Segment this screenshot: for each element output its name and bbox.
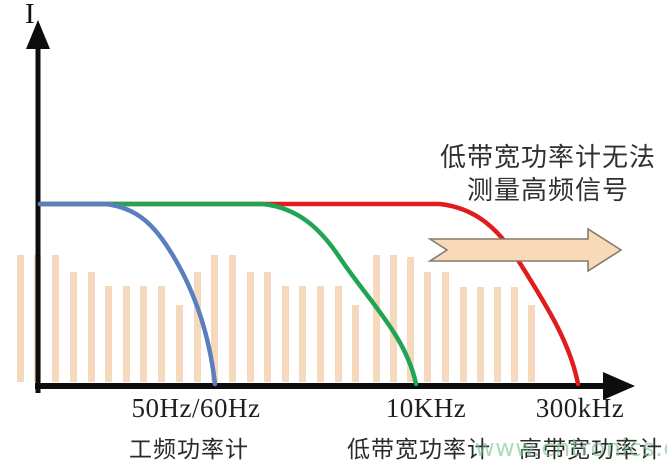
signal-bar [511, 287, 518, 382]
signal-bar [390, 255, 397, 382]
signal-bar [335, 286, 342, 382]
signal-bar [352, 305, 359, 382]
signal-bar [317, 286, 324, 382]
signal-bar [70, 272, 77, 382]
signal-bar [373, 255, 380, 382]
signal-bar [194, 272, 201, 382]
signal-bar [17, 255, 24, 382]
signal-bars [17, 255, 535, 382]
signal-bar [528, 305, 535, 382]
label-high-bandwidth-meter: 高带宽功率计 [519, 437, 663, 462]
signal-bar [442, 272, 449, 382]
signal-bar [158, 286, 165, 382]
annotation-line-1: 低带宽功率计无法 [439, 143, 657, 172]
signal-bar [247, 272, 254, 382]
axes [26, 20, 635, 400]
signal-bar [105, 286, 112, 382]
annotation-line-2: 测量高频信号 [466, 176, 630, 205]
signal-bar [211, 255, 218, 382]
x-tick-50hz-60hz: 50Hz/60Hz [131, 393, 261, 423]
signal-bar [299, 286, 306, 382]
signal-bar [424, 272, 431, 382]
signal-bar [282, 286, 289, 382]
high-frequency-arrow-icon [427, 227, 623, 273]
signal-bar [176, 305, 183, 382]
curve-power-frequency-meter [37, 201, 218, 387]
signal-bar [140, 286, 147, 382]
signal-bar [407, 257, 414, 382]
x-tick-10khz: 10KHz [385, 393, 467, 423]
x-axis-arrowhead-icon [603, 372, 635, 400]
label-power-frequency-meter: 工频功率计 [129, 437, 249, 462]
signal-bar [460, 287, 467, 382]
signal-bar [123, 286, 130, 382]
y-axis-label: I [25, 0, 35, 30]
curve-low-bandwidth-meter [37, 201, 419, 387]
signal-bar [477, 287, 484, 382]
watermark-text: www.cntronics.com [475, 434, 667, 462]
annotation-text: 低带宽功率计无法 测量高频信号 [440, 141, 656, 207]
x-tick-300khz: 300kHz [535, 393, 625, 423]
signal-bar [494, 287, 501, 382]
signal-bar [264, 272, 271, 382]
y-axis-arrowhead-icon [26, 20, 50, 49]
signal-bar [52, 255, 59, 382]
signal-bar [88, 272, 95, 382]
label-low-bandwidth-meter: 低带宽功率计 [347, 437, 491, 462]
signal-bar [229, 255, 236, 382]
